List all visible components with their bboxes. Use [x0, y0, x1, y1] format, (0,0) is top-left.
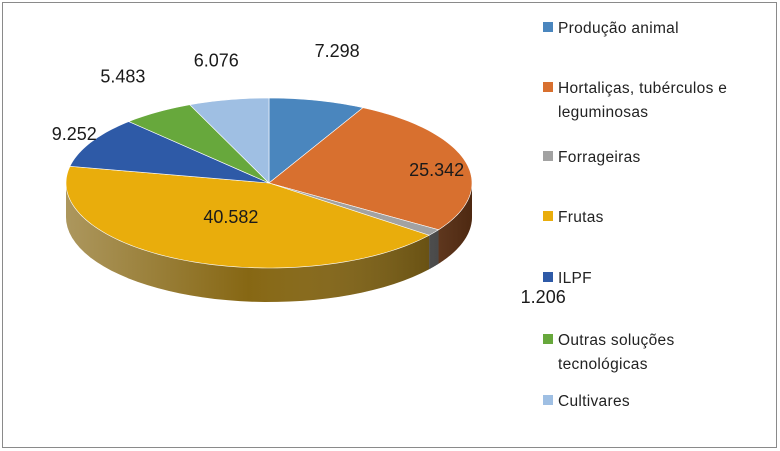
- legend-swatch: [543, 22, 553, 32]
- legend-item-forrageiras: Forrageiras: [543, 146, 768, 206]
- legend-label: Outras soluções tecnológicas: [558, 332, 675, 373]
- data-label-hortalicas-tuberculos-e-leguminosas: 25.342: [409, 160, 464, 180]
- pie-slice-outras-solucoes-tecnologicas: [127, 104, 270, 184]
- pie-slice-cultivares: [189, 97, 270, 184]
- pie-slice-producao-animal: [268, 97, 364, 184]
- legend-swatch: [543, 151, 553, 161]
- pie-slice-forrageiras: [268, 182, 440, 236]
- legend-label: ILPF: [558, 270, 592, 287]
- pie-slice-hortalicas-tuberculos-e-leguminosas: [268, 107, 473, 231]
- data-label-cultivares: 6.076: [194, 51, 239, 71]
- legend-item-cultivares: Cultivares: [543, 390, 768, 420]
- legend-swatch: [543, 211, 553, 221]
- legend-item-frutas: Frutas: [543, 206, 768, 267]
- pie-side-shading: [66, 183, 472, 302]
- legend-item-hortalicas: Hortaliças, tubérculos e leguminosas: [543, 77, 768, 146]
- legend-label: Produção animal: [558, 20, 679, 37]
- legend-swatch: [543, 82, 553, 92]
- legend-swatch: [543, 272, 553, 282]
- legend-label: Hortaliças, tubérculos e leguminosas: [558, 80, 728, 121]
- data-label-outras-solucoes-tecnologicas: 5.483: [100, 66, 145, 86]
- legend-swatch: [543, 395, 553, 405]
- legend-label: Cultivares: [558, 393, 630, 410]
- data-label-ilpf: 9.252: [52, 124, 97, 144]
- pie-chart: 7.298 25.342 1.206 40.582 9.252 5.483 6.076: [52, 41, 566, 307]
- legend-item-producao-animal: Produção animal: [543, 17, 768, 77]
- legend-label: Frutas: [558, 209, 604, 226]
- legend-item-outras-solucoes: Outras soluções tecnológicas: [543, 329, 768, 390]
- pie-slice-frutas: [65, 165, 430, 269]
- legend-swatch: [543, 334, 553, 344]
- legend: Produção animal Hortaliças, tubérculos e…: [543, 17, 768, 420]
- pie-slice-ilpf: [69, 121, 270, 184]
- data-label-frutas: 40.582: [203, 207, 258, 227]
- data-label-producao-animal: 7.298: [315, 41, 360, 61]
- legend-label: Forrageiras: [558, 149, 641, 166]
- data-label-forrageiras: 1.206: [521, 287, 566, 307]
- legend-item-ilpf: ILPF: [543, 267, 768, 329]
